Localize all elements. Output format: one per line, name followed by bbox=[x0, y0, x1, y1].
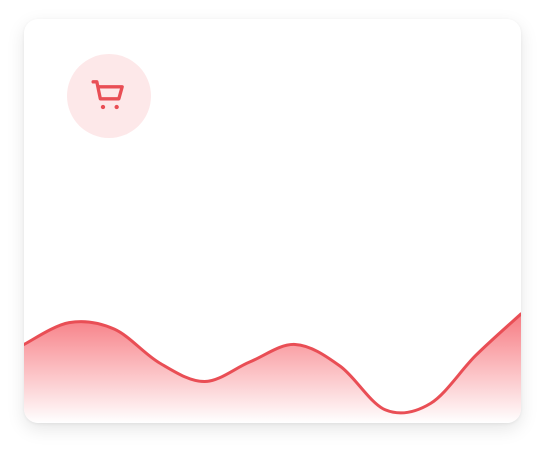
area-line bbox=[24, 312, 521, 415]
area-chart bbox=[24, 312, 521, 423]
cart-icon bbox=[91, 80, 124, 110]
cart-icon-badge bbox=[67, 54, 151, 138]
area-fill bbox=[24, 313, 521, 423]
stats-card bbox=[24, 19, 521, 423]
